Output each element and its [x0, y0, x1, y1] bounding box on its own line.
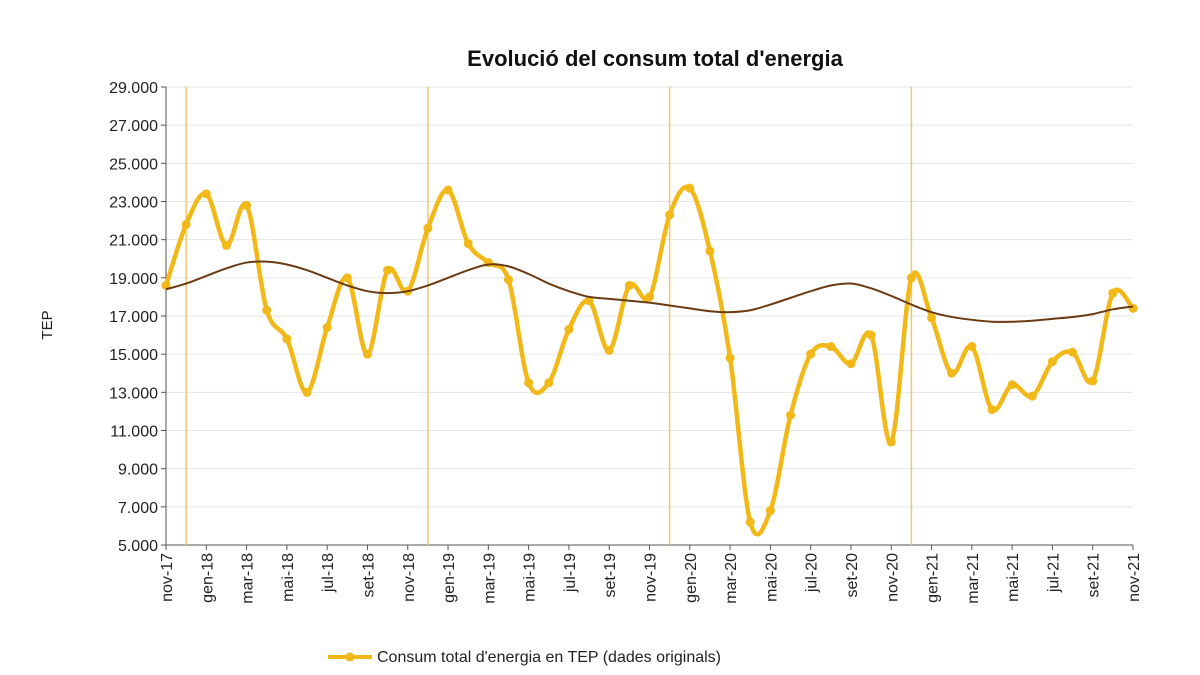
- series-original-line: [163, 184, 1135, 537]
- y-tick-label: 19.000: [109, 271, 158, 288]
- data-point: [242, 200, 252, 210]
- data-point: [1027, 391, 1037, 401]
- x-tick-label: gen-21: [925, 553, 942, 603]
- data-point: [927, 313, 937, 323]
- data-point: [262, 305, 272, 315]
- x-tick-label: jul-21: [1045, 553, 1062, 593]
- x-tick-label: jul-18: [320, 553, 337, 593]
- y-tick-label: 27.000: [109, 118, 158, 135]
- chart-title: Evolució del consum total d'energia: [467, 46, 843, 71]
- x-tick-label: gen-18: [199, 553, 216, 603]
- data-point: [584, 296, 594, 306]
- x-tick-label: set-18: [360, 553, 377, 598]
- y-tick-label: 17.000: [109, 309, 158, 326]
- x-tick-label: set-21: [1086, 553, 1103, 598]
- x-tick-label: jul-20: [804, 553, 821, 593]
- y-tick-label: 15.000: [109, 347, 158, 364]
- data-point: [503, 275, 513, 285]
- x-tick-label: mai-21: [1005, 553, 1022, 602]
- series-trend-line: [165, 260, 1134, 323]
- x-tick-label: mai-19: [522, 553, 539, 602]
- y-tick-label: 23.000: [109, 195, 158, 212]
- x-tick-label: mar-21: [965, 553, 982, 604]
- data-point: [947, 368, 957, 378]
- x-tick-label: mai-20: [763, 553, 780, 602]
- y-tick-label: 29.000: [109, 80, 158, 97]
- y-axis-label: TEP: [39, 310, 56, 339]
- x-tick-label: nov-18: [401, 553, 418, 602]
- x-tick-label: nov-21: [1126, 553, 1143, 602]
- data-point: [624, 280, 634, 290]
- data-point: [645, 292, 654, 302]
- legend-point-marker: [345, 652, 355, 662]
- data-point: [987, 405, 997, 415]
- x-tick-label: nov-19: [643, 553, 660, 602]
- data-point: [665, 210, 675, 220]
- data-point: [1088, 376, 1098, 386]
- data-point: [564, 324, 574, 334]
- data-point: [906, 273, 916, 283]
- data-point: [705, 246, 715, 256]
- data-point: [443, 185, 453, 195]
- x-tick-label: gen-20: [683, 553, 700, 603]
- y-tick-label: 25.000: [109, 156, 158, 173]
- legend: Consum total d'energia en TEP (dades ori…: [328, 649, 721, 666]
- data-point: [806, 349, 816, 359]
- data-point: [221, 240, 231, 250]
- y-tick-label: 7.000: [118, 500, 158, 517]
- data-point: [1007, 380, 1017, 390]
- x-tick-label: set-19: [602, 553, 619, 598]
- data-point: [967, 342, 977, 352]
- data-point: [463, 238, 473, 248]
- y-tick-label: 11.000: [110, 424, 158, 441]
- x-tick-label: nov-20: [884, 553, 901, 602]
- data-point: [201, 189, 211, 199]
- data-point: [282, 334, 292, 344]
- data-point: [765, 506, 775, 516]
- data-point: [302, 387, 312, 397]
- x-tick-label: nov-17: [159, 553, 176, 602]
- data-point: [423, 223, 433, 233]
- data-point: [544, 378, 554, 388]
- x-tick-label: mar-19: [481, 553, 498, 604]
- data-point: [1128, 303, 1138, 313]
- data-point: [1068, 347, 1078, 357]
- data-point: [846, 359, 856, 369]
- data-point: [383, 265, 393, 275]
- y-tick-label: 13.000: [109, 385, 158, 402]
- data-point: [181, 219, 191, 229]
- data-point: [745, 517, 755, 527]
- data-point: [886, 437, 896, 447]
- data-point: [362, 349, 372, 359]
- data-point: [1047, 357, 1057, 367]
- x-tick-label: set-20: [844, 553, 861, 598]
- data-point: [826, 342, 836, 352]
- legend-label: Consum total d'energia en TEP (dades ori…: [377, 649, 721, 666]
- x-tick-label: gen-19: [441, 553, 458, 603]
- data-point: [725, 353, 735, 363]
- data-point: [524, 378, 534, 388]
- data-point: [786, 410, 796, 420]
- data-point: [322, 322, 332, 332]
- data-point: [1108, 288, 1118, 298]
- data-point: [342, 273, 352, 283]
- y-tick-label: 5.000: [118, 538, 158, 555]
- x-tick-label: mar-20: [723, 553, 740, 604]
- data-point: [866, 330, 876, 340]
- data-point: [604, 345, 614, 355]
- y-tick-label: 21.000: [109, 233, 158, 250]
- x-tick-label: mai-18: [280, 553, 297, 602]
- data-point: [685, 183, 695, 193]
- x-tick-label: jul-19: [562, 553, 579, 593]
- x-tick-label: mar-18: [240, 553, 257, 604]
- y-tick-label: 9.000: [118, 462, 158, 479]
